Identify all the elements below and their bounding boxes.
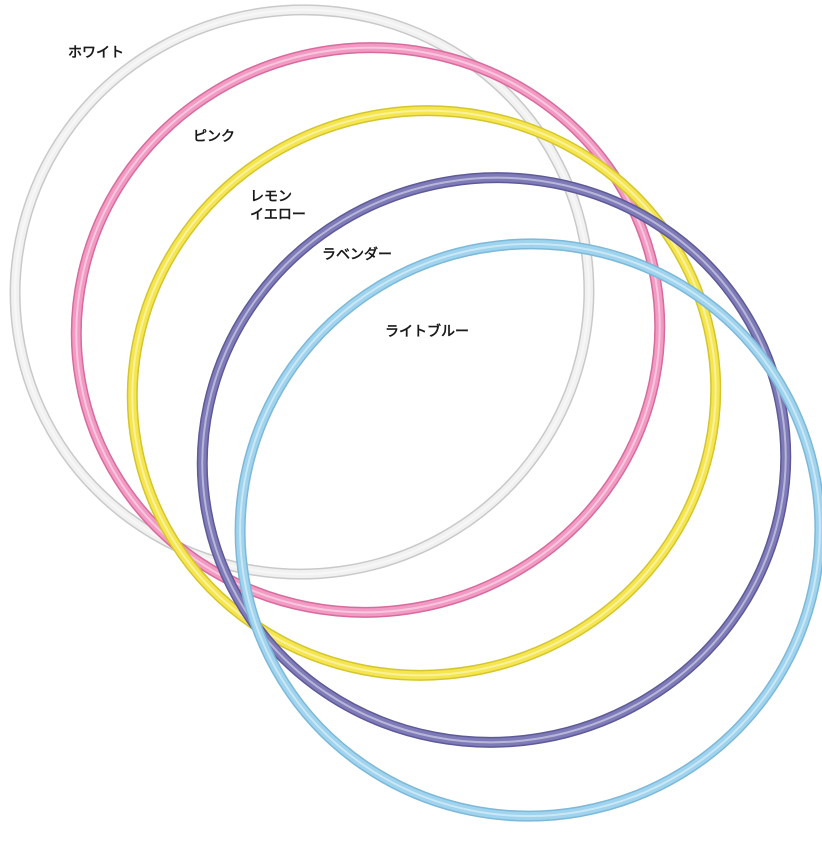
hoop-label-pink: ピンク (193, 129, 235, 145)
hoop-lightblue (234, 238, 822, 822)
hoop-lemon-edge (126, 105, 722, 681)
hoop-lavender-ring (198, 173, 790, 747)
hoop-lavender-edge (196, 172, 792, 748)
hoop-label-light-blue: ライトブルー (385, 324, 469, 340)
hoop-lemon-highlight (131, 109, 717, 677)
hoop-lavender-highlight (201, 176, 787, 744)
hoop-lavender (196, 172, 792, 748)
hoop-lemon-ring (128, 106, 720, 680)
hoop-pink-highlight (75, 46, 661, 614)
hoop-pink-edge (70, 42, 666, 618)
hoop-label-lemon-yellow: レモン イエロー (250, 189, 306, 223)
hoop-label-lavender: ラベンダー (322, 247, 392, 263)
hoop-pink (70, 42, 666, 618)
hoop-pink-ring (72, 43, 664, 617)
hoop-label-white: ホワイト (68, 45, 124, 61)
hoop-lightblue-ring (236, 239, 822, 821)
hoop-lightblue-highlight (239, 242, 821, 818)
hoop-lemon (126, 105, 722, 681)
